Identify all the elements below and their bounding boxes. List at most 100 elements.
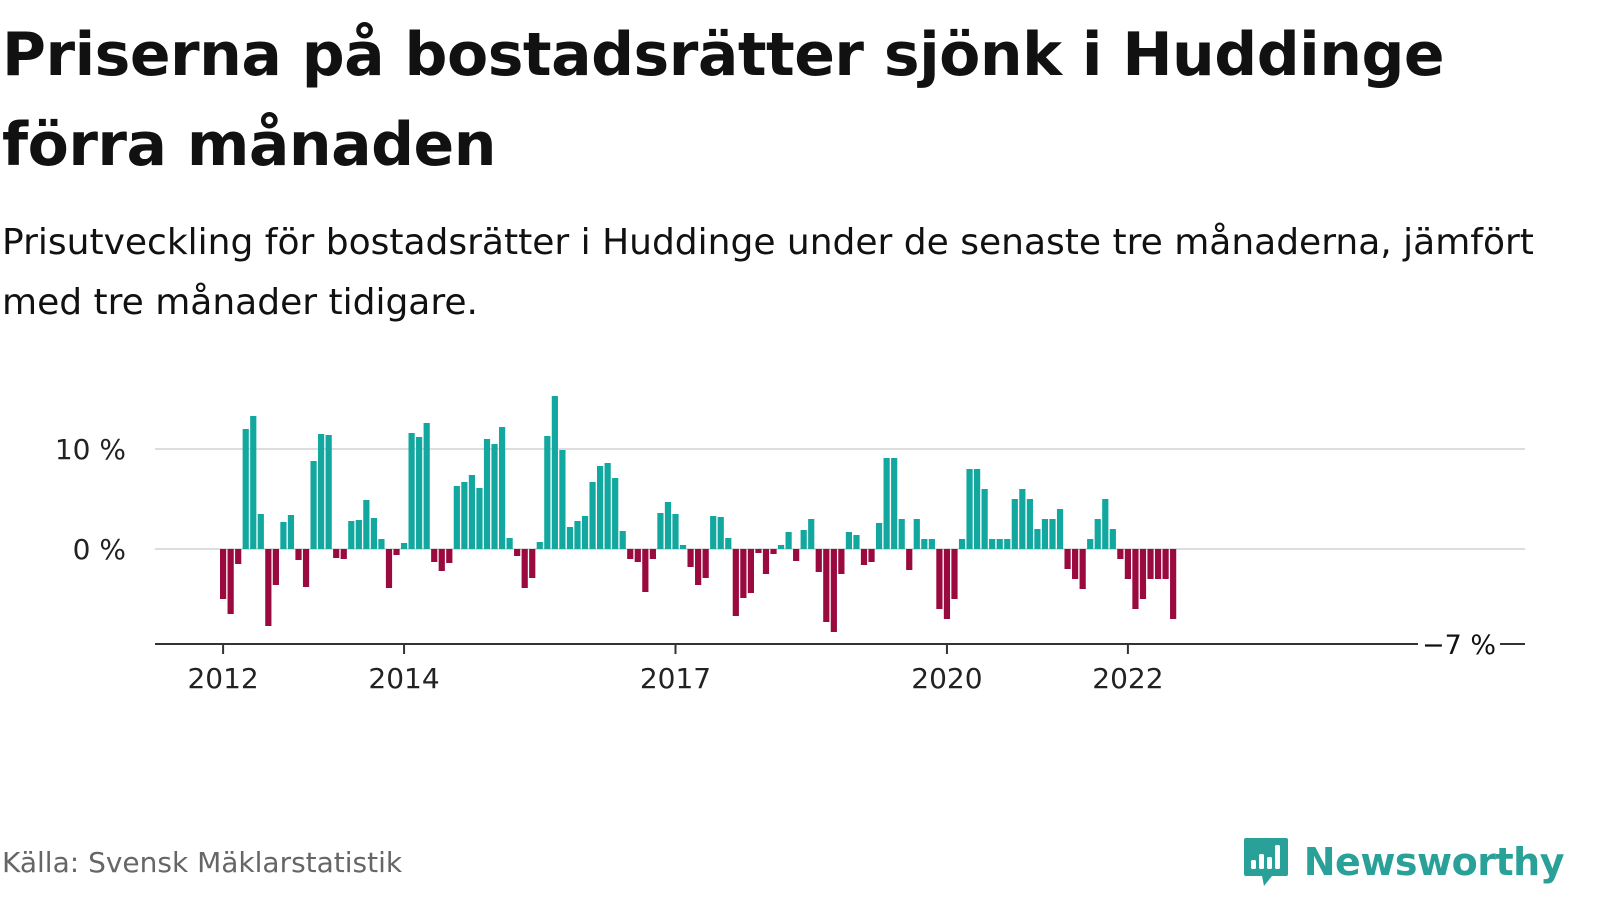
bar [958, 539, 966, 549]
bar [612, 478, 619, 549]
bar [333, 549, 340, 558]
bar [808, 519, 815, 549]
bar [302, 549, 310, 587]
bar [468, 475, 476, 549]
bar [830, 549, 837, 632]
bar [649, 549, 656, 559]
bar [928, 539, 935, 549]
x-tick-label: 2022 [1092, 662, 1163, 695]
bar [619, 531, 626, 549]
bar [363, 500, 370, 549]
bar [921, 539, 928, 549]
bar [483, 439, 491, 549]
bar [793, 549, 800, 561]
x-tick-label: 2014 [368, 662, 439, 695]
bar [1117, 549, 1124, 559]
bar [777, 545, 785, 549]
bar [521, 549, 528, 588]
bar [461, 482, 468, 549]
bar [581, 516, 589, 549]
bar [446, 549, 453, 563]
bar [891, 458, 898, 549]
bar [385, 549, 393, 588]
bar [642, 549, 649, 592]
bar [679, 545, 687, 549]
bar [747, 549, 754, 593]
bar [1087, 539, 1094, 549]
bar [574, 521, 581, 549]
newsworthy-logo-icon [1243, 838, 1288, 886]
bar [898, 519, 905, 549]
x-tick-label: 2017 [640, 662, 711, 695]
bar [250, 416, 257, 549]
bar [868, 549, 875, 562]
bar [1064, 549, 1071, 569]
bar [491, 444, 498, 549]
bar [815, 549, 822, 572]
bar [800, 530, 807, 549]
bar [1139, 549, 1147, 599]
bar [1147, 549, 1154, 579]
bar [431, 549, 438, 562]
bar [1109, 529, 1116, 549]
bar [295, 549, 302, 560]
bar [378, 539, 385, 549]
bar [1102, 499, 1109, 549]
bar [566, 527, 574, 549]
bar [1079, 549, 1086, 589]
bar [1094, 519, 1101, 549]
brand-name: Newsworthy [1303, 840, 1565, 884]
bar [664, 502, 672, 549]
bar [1056, 509, 1064, 549]
bar [438, 549, 445, 571]
x-tick-label: 2012 [187, 662, 258, 695]
bar [551, 396, 558, 549]
bar [1154, 549, 1162, 579]
bar [227, 549, 234, 614]
bar [627, 549, 634, 559]
chart-subtitle: Prisutveckling för bostadsrätter i Huddi… [2, 222, 1534, 323]
bar [860, 549, 868, 565]
bar [340, 549, 347, 559]
bar [476, 488, 483, 549]
bar [318, 434, 325, 549]
bar [589, 482, 596, 549]
bar [981, 489, 988, 549]
bar [272, 549, 279, 585]
bar [408, 433, 415, 549]
bar [996, 539, 1003, 549]
bar [634, 549, 641, 562]
bar [1041, 519, 1049, 549]
bar [875, 523, 883, 549]
bar [989, 539, 996, 549]
bar [1132, 549, 1139, 609]
bars [220, 396, 1177, 632]
brand-logo: Newsworthy [1242, 836, 1565, 888]
bar [883, 458, 890, 549]
bar [1019, 489, 1026, 549]
bar [1162, 549, 1169, 579]
bar [1124, 549, 1131, 579]
bar [1004, 539, 1011, 549]
bar [951, 549, 958, 599]
bar [657, 513, 664, 549]
x-axis: 2012 2014 2017 2020 2022 −7 % [155, 630, 1525, 695]
bar [604, 463, 611, 549]
bar [325, 435, 332, 549]
bar [544, 436, 551, 549]
bar [770, 549, 777, 554]
bar [393, 549, 400, 555]
bar [597, 466, 604, 549]
bar [755, 549, 762, 553]
bar [1011, 499, 1018, 549]
bar [687, 549, 694, 567]
bar [845, 532, 853, 549]
bar [423, 423, 430, 549]
source-note: Källa: Svensk Mäklarstatistik [2, 846, 403, 879]
bar [966, 469, 973, 549]
bar [740, 549, 747, 598]
bar [823, 549, 830, 622]
bar [717, 517, 724, 549]
bar [355, 520, 362, 549]
chart-title: Priserna på bostadsrätter sjönk i Huddin… [2, 20, 1445, 180]
